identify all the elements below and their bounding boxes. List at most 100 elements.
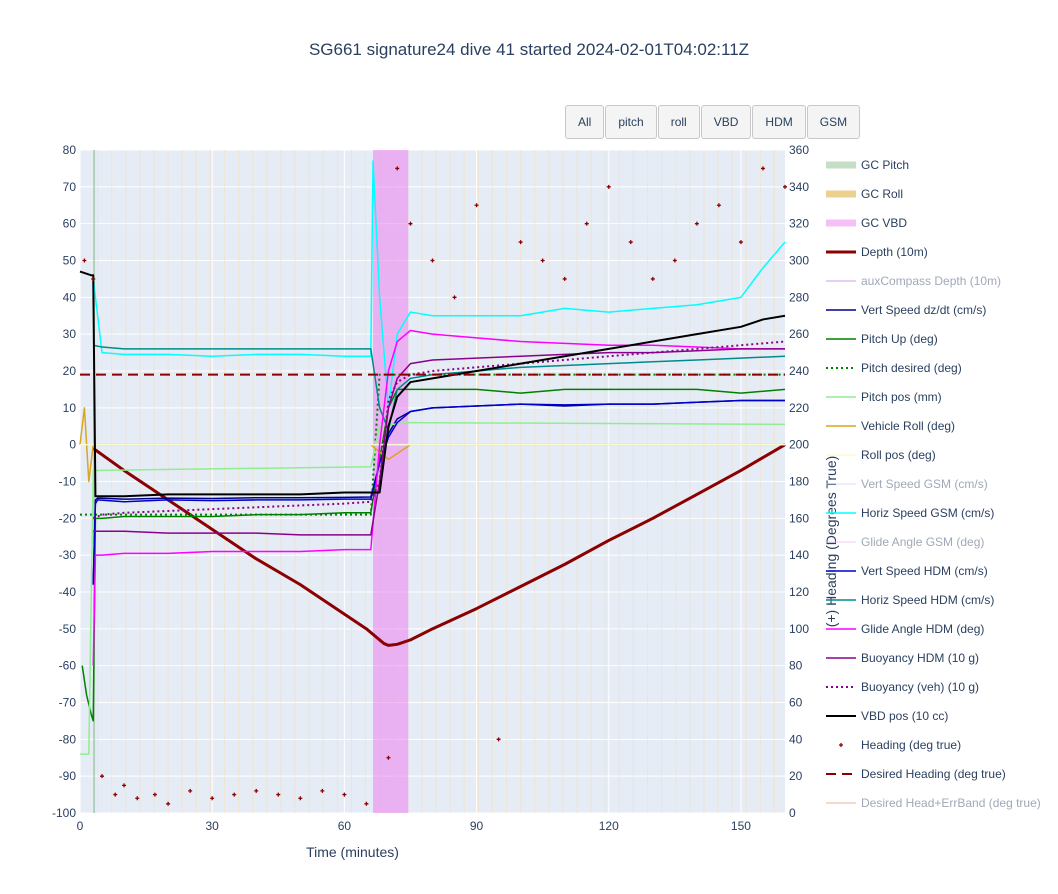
view-all-button[interactable]: All [565,105,605,139]
y2-tick-label: 140 [789,548,809,562]
heading-marker [650,276,655,281]
heading-marker [232,792,237,797]
heading-marker [152,792,157,797]
heading-marker [562,276,567,281]
legend-label: Glide Angle GSM (deg) [861,535,984,549]
heading-marker [496,737,501,742]
heading-marker [584,221,589,226]
heading-marker [113,792,118,797]
heading-marker [100,774,105,779]
legend: GC Pitch GC Roll GC VBD Depth (10m) auxCompa… [826,158,1041,810]
y-tick-label: -50 [59,622,77,636]
y-tick-label: 70 [63,180,77,194]
heading-marker [82,258,87,263]
legend-item: Vert Speed GSM (cm/s) [826,477,988,491]
legend-item: Glide Angle GSM (deg) [826,535,984,549]
legend-item: Buoyancy HDM (10 g) [826,651,979,665]
y2-tick-label: 80 [789,659,803,673]
legend-item: Vehicle Roll (deg) [826,419,955,433]
x-tick-label: 0 [77,819,84,833]
y-tick-label: 30 [63,327,77,341]
view-pitch-button[interactable]: pitch [605,105,657,139]
heading-marker [166,801,171,806]
series-layer [79,150,787,813]
y-tick-label: -30 [59,548,77,562]
legend-item: Heading (deg true) [839,738,961,752]
heading-marker [474,203,479,208]
y-tick-label: 0 [69,438,76,452]
legend-item: GC VBD [826,216,907,230]
legend-item: Buoyancy (veh) (10 g) [826,680,979,694]
y-tick-label: -90 [59,769,77,783]
heading-marker [716,203,721,208]
x-tick-label: 150 [731,819,751,833]
legend-item: Pitch Up (deg) [826,332,938,346]
y2-tick-label: 160 [789,511,809,525]
heading-marker [738,240,743,245]
y2-tick-label: 60 [789,696,803,710]
series-pitch-up-deg [81,388,786,722]
legend-item: Vert Speed dz/dt (cm/s) [826,303,986,317]
view-hdm-button[interactable]: HDM [752,105,806,139]
legend-item: Horiz Speed GSM (cm/s) [826,506,994,520]
legend-label: Glide Angle HDM (deg) [861,622,984,636]
y-tick-label: 80 [63,143,77,157]
legend-label: Vert Speed dz/dt (cm/s) [861,303,986,317]
legend-label: GC Pitch [861,158,909,172]
y-tick-label: -60 [59,659,77,673]
series-depth-10m [92,443,786,647]
view-roll-button[interactable]: roll [657,105,700,139]
legend-swatch [839,743,843,747]
heading-marker [760,166,765,171]
legend-item: Depth (10m) [826,245,928,259]
legend-label: Buoyancy (veh) (10 g) [861,680,979,694]
heading-marker [628,240,633,245]
view-selector: All pitch roll VBD HDM GSM [565,105,861,139]
heading-marker [135,796,140,801]
heading-marker [540,258,545,263]
y2-tick-label: 40 [789,732,803,746]
legend-item: GC Roll [826,187,903,201]
legend-label: Heading (deg true) [861,738,961,752]
heading-marker [783,184,787,189]
heading-marker [320,788,325,793]
x-tick-label: 90 [470,819,484,833]
series-glide-angle-hdm-deg [92,329,785,666]
x-axis-title: Time (minutes) [306,844,399,860]
y2-tick-label: 280 [789,290,809,304]
y-tick-label: -70 [59,696,77,710]
legend-label: GC VBD [861,216,907,230]
legend-label: Horiz Speed GSM (cm/s) [861,506,994,520]
y-tick-label: -100 [52,806,76,820]
y2-tick-label: 220 [789,401,809,415]
legend-item: Horiz Speed HDM (cm/s) [826,593,994,607]
x-tick-label: 30 [206,819,220,833]
legend-label: Pitch Up (deg) [861,332,938,346]
heading-marker [452,295,457,300]
heading-marker [210,796,215,801]
heading-marker [91,276,96,281]
y2-tick-label: 340 [789,180,809,194]
heading-marker [518,240,523,245]
y2-tick-label: 180 [789,475,809,489]
y2-tick-label: 20 [789,769,803,783]
legend-label: Desired Head+ErrBand (deg true) [861,796,1041,810]
legend-item: Roll pos (deg) [826,448,936,462]
legend-label: Pitch desired (deg) [861,361,962,375]
heading-marker [395,166,400,171]
legend-label: Buoyancy HDM (10 g) [861,651,979,665]
legend-item: Glide Angle HDM (deg) [826,622,984,636]
legend-item: Pitch pos (mm) [826,390,942,404]
view-gsm-button[interactable]: GSM [806,105,861,139]
y-tick-label: -20 [59,511,77,525]
y-tick-label: 10 [63,401,77,415]
gc-vbd-band [373,150,409,813]
legend-label: Vert Speed HDM (cm/s) [861,564,988,578]
view-vbd-button[interactable]: VBD [700,105,752,139]
y2-tick-label: 300 [789,254,809,268]
legend-label: Desired Heading (deg true) [861,767,1006,781]
series-pitch-pos-mm [80,421,786,755]
chart-title: SG661 signature24 dive 41 started 2024-0… [308,40,750,59]
heading-marker [606,184,611,189]
